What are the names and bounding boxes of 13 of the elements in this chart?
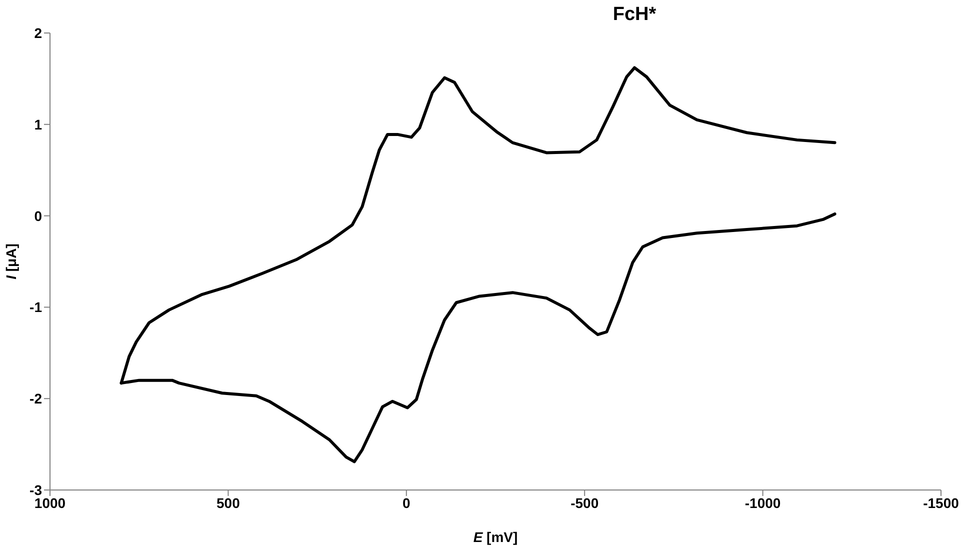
y-tick-label: 1 — [34, 116, 42, 132]
x-tick-label: -500 — [570, 494, 599, 511]
y-axis-title: I [μA] — [3, 244, 19, 280]
x-tick-label: 500 — [216, 494, 240, 511]
chart-title: FcH* — [612, 4, 657, 25]
x-axis-title: E [mV] — [473, 529, 518, 545]
y-tick-label: -2 — [30, 390, 42, 407]
x-tick-label: 0 — [402, 494, 410, 511]
y-tick-label: 0 — [34, 208, 42, 224]
y-tick-label: -1 — [30, 299, 42, 316]
x-tick-label: -1000 — [744, 494, 781, 511]
y-tick-label: 2 — [34, 24, 42, 41]
x-tick-label: -1500 — [923, 494, 960, 511]
